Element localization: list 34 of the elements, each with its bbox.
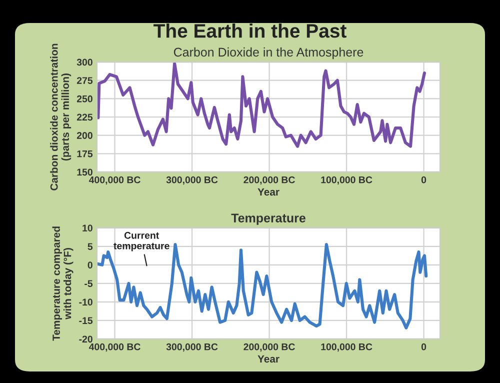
y-tick-label: 5: [88, 243, 93, 250]
line-series: [97, 62, 426, 148]
annotation: Current temperature: [114, 232, 170, 252]
y-axis-title: Temperature compared with today (°F): [52, 226, 74, 341]
y-axis-title: Carbon dioxide concentration (parts per million): [50, 44, 72, 190]
y-tick-label: 250: [76, 95, 92, 102]
y-tick-label: 150: [77, 168, 92, 176]
x-tick-label: 0: [421, 343, 426, 350]
y-tick-label: 225: [76, 114, 93, 121]
x-tick-label: 400,000 BC: [88, 176, 140, 185]
x-tick-label: 400,000 BC: [88, 343, 140, 352]
y-tick-label: 175: [77, 150, 93, 158]
y-tick-label: -20: [79, 336, 92, 343]
y-tick-label: 300: [76, 58, 92, 66]
y-tick-label: 200: [76, 132, 92, 139]
y-tick-label: -15: [79, 317, 93, 324]
x-tick-label: 100,000 BC: [321, 176, 372, 185]
y-tick-label: 0: [88, 262, 92, 269]
y-tick-label: 275: [76, 77, 93, 84]
x-tick-label: 200,000 BC: [244, 176, 295, 185]
y-tick-label: -5: [84, 280, 93, 288]
chart-title: Temperature: [231, 214, 306, 225]
x-tick-label: 300,000 BC: [166, 343, 218, 352]
chart-subtitle: Carbon Dioxide in the Atmosphere: [174, 47, 364, 60]
x-tick-label: 200,000 BC: [244, 343, 295, 352]
line-series: [97, 243, 428, 330]
y-tick-label: 10: [82, 224, 92, 232]
x-axis-title: Year: [258, 355, 280, 363]
x-tick-label: 300,000 BC: [166, 176, 218, 185]
chart-title: The Earth in the Past: [154, 23, 346, 38]
x-axis-title: Year: [258, 188, 280, 196]
x-tick-label: 0: [421, 176, 426, 184]
y-tick-label: -10: [79, 298, 92, 306]
x-tick-label: 100,000 BC: [321, 343, 372, 352]
